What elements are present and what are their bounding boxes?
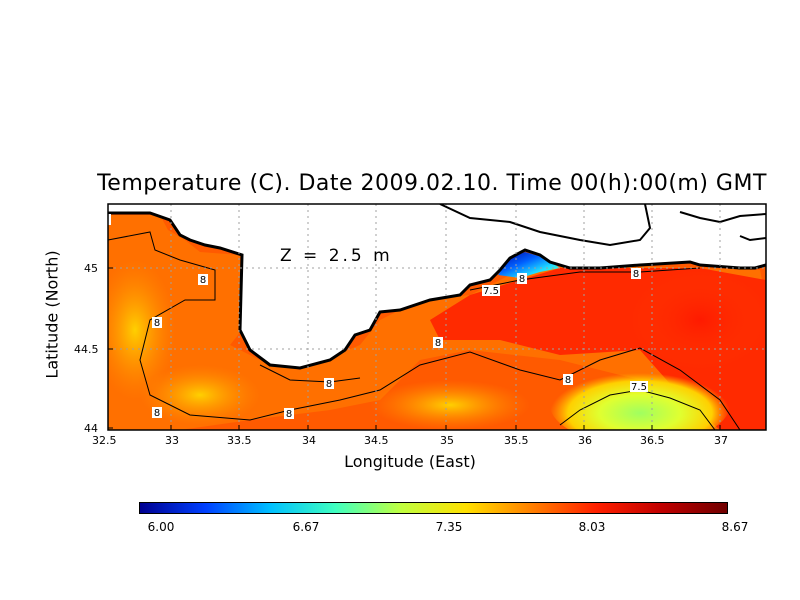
- x-tick-label: 32.5: [92, 434, 117, 447]
- colorbar: [139, 502, 728, 514]
- x-tick-label: 35.5: [504, 434, 529, 447]
- y-tick-label: 44.5: [74, 343, 99, 356]
- x-tick-label: 36: [578, 434, 592, 447]
- crimea-land: [108, 204, 766, 368]
- contour-label: 8: [154, 408, 160, 419]
- plot-frame: [107, 203, 767, 431]
- x-axis-label: Longitude (East): [344, 452, 476, 471]
- contour-label: 7.5: [483, 286, 499, 297]
- y-axis-label: Latitude (North): [42, 250, 62, 379]
- contour-label: 8: [154, 318, 160, 329]
- y-tick-label: 44: [84, 422, 98, 435]
- x-tick-label: 35: [440, 434, 454, 447]
- colorbar-label: 7.35: [435, 520, 463, 534]
- x-tick-label: 34.5: [364, 434, 389, 447]
- contour-label: 8: [200, 275, 206, 286]
- colorbar-label: 8.03: [578, 520, 606, 534]
- plot-title: Temperature (C). Date 2009.02.10. Time 0…: [97, 171, 767, 196]
- colorbar-label: 8.67: [721, 520, 749, 534]
- depth-label: Z = 2.5 m: [280, 246, 393, 266]
- contour-label: 8: [286, 409, 292, 420]
- contour-8-north: [469, 267, 701, 291]
- contour-label: 8: [326, 379, 332, 390]
- contour-label: 8: [565, 375, 571, 386]
- contour-label: 8: [633, 269, 639, 280]
- x-tick-label: 33.5: [227, 434, 252, 447]
- x-tick-label: 34: [302, 434, 316, 447]
- contour-8-west: [108, 231, 741, 430]
- contour-label: 8: [519, 274, 525, 285]
- x-tick-label: 37: [714, 434, 728, 447]
- x-tick-label: 33: [165, 434, 179, 447]
- contour-label: 7.5: [631, 382, 647, 393]
- x-tick-label: 36.5: [640, 434, 665, 447]
- coastline: [108, 211, 766, 370]
- contour-label: 8: [435, 338, 441, 349]
- colorbar-label: 6.67: [292, 520, 320, 534]
- colorbar-label: 6.00: [147, 520, 175, 534]
- y-tick-label: 45: [84, 262, 98, 275]
